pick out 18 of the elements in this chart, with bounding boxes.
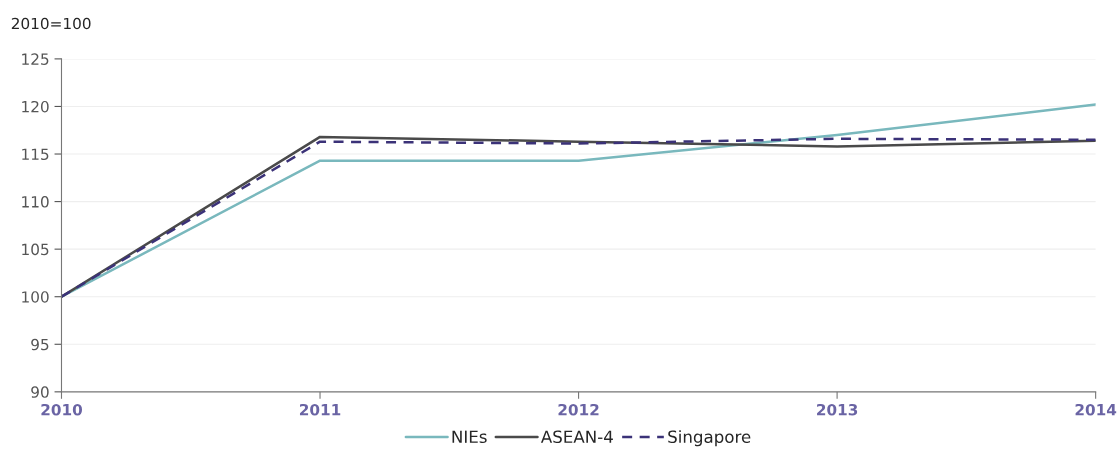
y-tick-label: 105 — [22, 243, 49, 256]
y-tick-label: 100 — [22, 291, 49, 303]
x-tick-label: 2010 — [41, 403, 83, 416]
legend-label: ASEAN-4 — [540, 430, 613, 444]
line-series — [61, 103, 1096, 298]
y-axis-title: 2010=100 — [11, 17, 91, 30]
y-tick-label: 110 — [22, 196, 49, 208]
y-tick-label: 125 — [22, 53, 49, 65]
y-tick-label: 90 — [31, 386, 49, 398]
x-tick-label: 2012 — [558, 403, 599, 416]
y-tick-label: 95 — [31, 338, 49, 351]
legend-label: NIEs — [452, 430, 487, 444]
y-tick-label: 115 — [22, 148, 49, 161]
x-tick-label: 2014 — [1075, 403, 1117, 416]
y-tick-label: 120 — [22, 100, 49, 113]
legend-label: Singapore — [668, 430, 751, 447]
x-tick-label: 2011 — [299, 403, 341, 416]
x-tick-label: 2013 — [817, 403, 858, 416]
